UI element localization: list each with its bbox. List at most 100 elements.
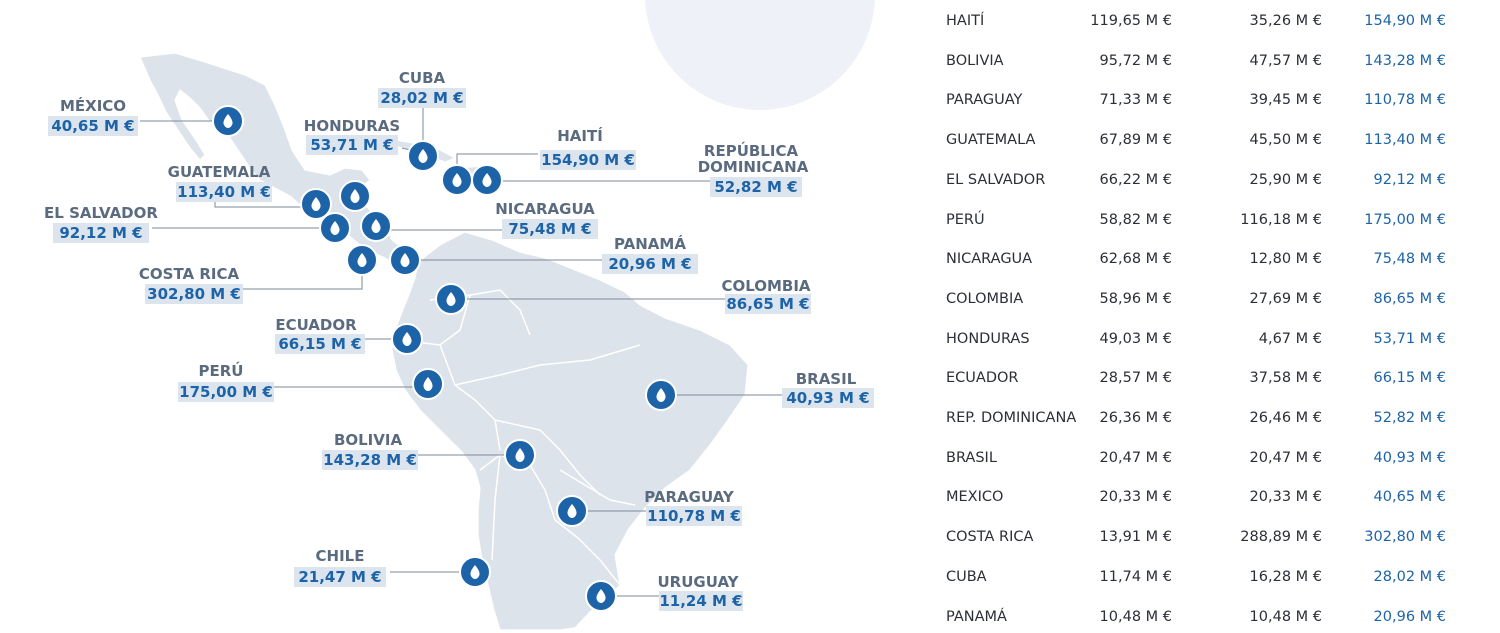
country-name: BRASIL (796, 370, 857, 388)
country-label-bolivia: BOLIVIA 143,28 M € (322, 431, 418, 470)
map-marker[interactable] (504, 439, 536, 471)
map-marker[interactable] (391, 323, 423, 355)
table-row: COLOMBIA 58,96 M € 27,69 M € 86,65 M € (930, 285, 1470, 315)
country-cell: COSTA RICA (946, 529, 1034, 546)
table-row: BRASIL 20,47 M € 20,47 M € 40,93 M € (930, 444, 1470, 474)
amount-a-cell: 10,48 M € (1099, 608, 1172, 625)
total-cell: 28,02 M € (1373, 568, 1446, 585)
decorative-circle (645, 0, 875, 110)
water-drop-icon (567, 504, 577, 518)
country-name: REPÚBLICA (704, 141, 799, 160)
labels-group: MÉXICO 40,65 M € CUBA 28,02 M € HONDURAS53,7… (44, 69, 874, 611)
amount-a-cell: 58,82 M € (1099, 211, 1172, 228)
table-row: BOLIVIA 95,72 M € 47,57 M € 143,28 M € (930, 47, 1470, 77)
map-marker[interactable] (407, 140, 439, 172)
water-drop-icon (470, 565, 480, 579)
value-background (710, 177, 802, 197)
country-label-el-salvador: EL SALVADOR 92,12 M € (44, 204, 158, 243)
value-background (178, 382, 274, 402)
amount-b-cell: 37,58 M € (1249, 370, 1322, 387)
map-marker[interactable] (459, 556, 491, 588)
map-marker[interactable] (435, 283, 467, 315)
table-row: COSTA RICA 13,91 M € 288,89 M € 302,80 M € (930, 523, 1470, 553)
country-cell: EL SALVADOR (946, 171, 1046, 188)
country-name: BOLIVIA (334, 431, 403, 449)
total-cell: 143,28 M € (1364, 52, 1446, 69)
country-value: 86,65 M € (726, 295, 809, 313)
water-drop-icon (330, 221, 340, 235)
country-value: 113,40 M € (177, 183, 271, 201)
country-value: 110,78 M € (647, 507, 741, 525)
water-drop-icon (418, 149, 428, 163)
water-drop-icon (452, 173, 462, 187)
amount-b-cell: 39,45 M € (1249, 92, 1322, 109)
map-marker[interactable] (339, 180, 371, 212)
map-marker[interactable] (471, 164, 503, 196)
amount-a-cell: 58,96 M € (1099, 290, 1172, 307)
total-cell: 75,48 M € (1373, 251, 1446, 268)
country-value: 66,15 M € (278, 335, 361, 353)
amount-b-cell: 10,48 M € (1249, 608, 1322, 625)
table-row: EL SALVADOR 66,22 M € 25,90 M € 92,12 M € (930, 166, 1470, 196)
table-row: ECUADOR 28,57 M € 37,58 M € 66,15 M € (930, 364, 1470, 394)
country-value: 154,90 M € (541, 151, 635, 169)
country-name: HAITÍ (557, 126, 603, 145)
map-marker[interactable] (360, 210, 392, 242)
country-value: 143,28 M € (323, 451, 417, 469)
total-cell: 110,78 M € (1364, 92, 1446, 109)
table-row: HAITÍ 119,65 M € 35,26 M € 154,90 M € (930, 7, 1470, 37)
table-row: PERÚ 58,82 M € 116,18 M € 175,00 M € (930, 206, 1470, 236)
value-background (659, 591, 743, 611)
table-row: CUBA 11,74 M € 16,28 M € 28,02 M € (930, 563, 1470, 593)
country-name-line2: DOMINICANA (698, 158, 809, 176)
country-name: URUGUAY (658, 573, 740, 591)
country-name: COSTA RICA (139, 265, 240, 283)
map-marker[interactable] (412, 368, 444, 400)
amount-b-cell: 26,46 M € (1249, 410, 1322, 426)
table-row: NICARAGUA 62,68 M € 12,80 M € 75,48 M € (930, 245, 1470, 275)
map-marker[interactable] (319, 212, 351, 244)
map-marker[interactable] (389, 244, 421, 276)
value-background (145, 284, 243, 304)
value-background (602, 254, 698, 274)
country-value: 28,02 M € (380, 89, 463, 107)
value-background (378, 88, 466, 108)
amount-a-cell: 20,33 M € (1099, 489, 1172, 506)
country-name: MÉXICO (60, 96, 126, 115)
amount-b-cell: 288,89 M € (1240, 529, 1322, 546)
amount-a-cell: 67,89 M € (1099, 132, 1172, 149)
map-marker[interactable] (346, 244, 378, 276)
map-marker[interactable] (212, 105, 244, 137)
value-background (782, 388, 874, 408)
value-background (540, 150, 636, 170)
water-drop-icon (423, 377, 433, 391)
amount-a-cell: 49,03 M € (1099, 330, 1172, 347)
table-row: REP. DOMINICANA 26,36 M € 26,46 M € 52,82 M… (930, 404, 1470, 434)
value-background (646, 506, 742, 526)
table-row: PANAMÁ 10,48 M € 10,48 M € 20,96 M € (930, 603, 1470, 633)
country-label-mexico: MÉXICO 40,65 M € (48, 96, 138, 136)
amount-b-cell: 116,18 M € (1240, 211, 1322, 228)
total-cell: 53,71 M € (1373, 330, 1446, 347)
country-value: 40,93 M € (786, 389, 869, 407)
water-drop-icon (371, 219, 381, 233)
map-marker[interactable] (300, 188, 332, 220)
water-drop-icon (446, 292, 456, 306)
amount-b-cell: 20,47 M € (1249, 449, 1322, 466)
country-name: ECUADOR (275, 316, 357, 334)
map-marker[interactable] (441, 164, 473, 196)
value-background (322, 450, 418, 470)
amount-b-cell: 27,69 M € (1249, 290, 1322, 307)
markers-group (212, 105, 677, 612)
total-cell: 113,40 M € (1364, 132, 1446, 149)
value-background (176, 182, 272, 202)
map-marker[interactable] (645, 379, 677, 411)
country-label-haiti: HAITÍ 154,90 M € (540, 126, 636, 170)
map-marker[interactable] (556, 495, 588, 527)
country-value: 53,71 M € (310, 136, 393, 154)
country-value: 20,96 M € (608, 255, 691, 273)
country-cell: HONDURAS (946, 330, 1030, 347)
map-marker[interactable] (585, 580, 617, 612)
